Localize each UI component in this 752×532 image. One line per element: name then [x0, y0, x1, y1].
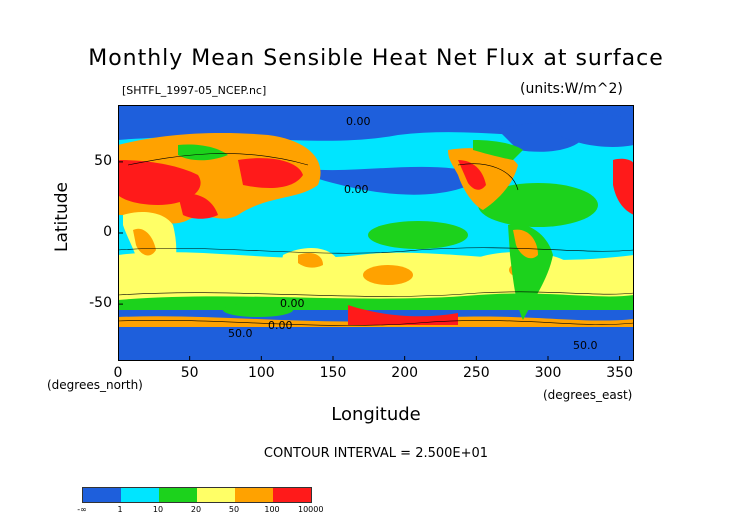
x-axis-label: Longitude	[331, 404, 421, 425]
x-tick-label: 0	[113, 365, 123, 381]
colorbar-segment	[235, 488, 273, 502]
y-axis-label: Latitude	[52, 182, 72, 252]
contour-label: 50.0	[228, 327, 253, 340]
contour-label: 0.00	[346, 115, 371, 128]
y-tick-label: -50	[89, 295, 112, 312]
x-tick-label: 100	[247, 365, 275, 381]
contour-interval: CONTOUR INTERVAL = 2.500E+01	[263, 446, 489, 461]
contour-label: 0.00	[280, 297, 305, 310]
x-tick-label: 300	[534, 365, 562, 381]
colorbar-segment	[273, 488, 311, 502]
units-label: (units:W/m^2)	[520, 81, 623, 97]
y-axis-unit: (degrees_north)	[47, 378, 143, 392]
contour-label: 0.00	[268, 319, 293, 332]
x-tick-label: 200	[391, 365, 419, 381]
colorbar-segment	[159, 488, 197, 502]
file-label: [SHTFL_1997-05_NCEP.nc]	[122, 84, 267, 97]
chart-title: Monthly Mean Sensible Heat Net Flux at s…	[88, 46, 664, 71]
colorbar-label: 20	[190, 505, 202, 514]
colorbar-segment	[197, 488, 235, 502]
map-plot: 0.00 0.00 0.00 0.00 50.0 50.0	[118, 105, 634, 361]
colorbar-label: 10000	[298, 505, 324, 514]
colorbar-label: -∞	[77, 505, 87, 514]
colorbar-segment	[121, 488, 159, 502]
colorbar-label: 1	[117, 505, 123, 514]
colorbar-label: 50	[228, 505, 240, 514]
colorbar-label: 100	[264, 505, 280, 514]
x-tick-label: 150	[319, 365, 347, 381]
x-axis-unit: (degrees_east)	[543, 388, 633, 402]
contour-label: 50.0	[573, 339, 598, 352]
x-tick-label: 50	[180, 365, 199, 381]
colorbar	[82, 487, 312, 503]
colorbar-segment	[83, 488, 121, 502]
colorbar-label: 10	[152, 505, 164, 514]
y-tick-label: 0	[103, 224, 112, 240]
y-tick-label: 50	[94, 152, 112, 169]
contour-label: 0.00	[344, 183, 369, 196]
x-tick-label: 250	[462, 365, 490, 381]
x-tick-label: 350	[606, 365, 634, 381]
